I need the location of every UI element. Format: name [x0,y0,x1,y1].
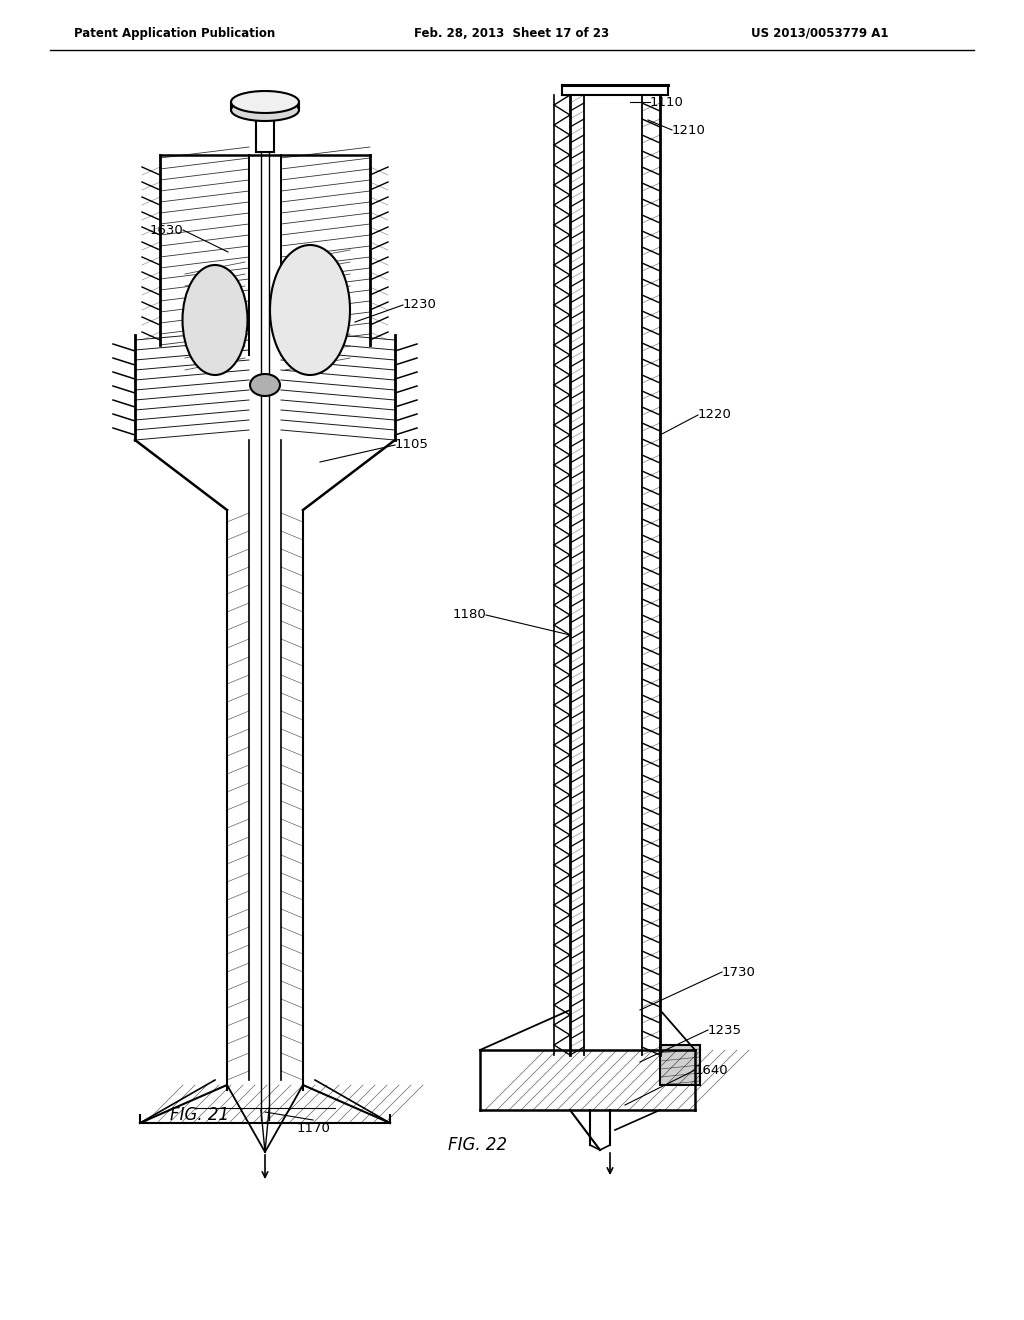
Ellipse shape [231,99,299,121]
Ellipse shape [270,246,350,375]
Text: 1170: 1170 [296,1122,330,1134]
Text: 1630: 1630 [150,223,183,236]
Text: US 2013/0053779 A1: US 2013/0053779 A1 [752,26,889,40]
Text: Feb. 28, 2013  Sheet 17 of 23: Feb. 28, 2013 Sheet 17 of 23 [415,26,609,40]
Ellipse shape [182,265,248,375]
Text: 1180: 1180 [453,609,486,622]
Text: 1235: 1235 [708,1023,742,1036]
Text: FIG. 21: FIG. 21 [170,1106,229,1125]
Text: 1105: 1105 [395,438,429,451]
Text: Patent Application Publication: Patent Application Publication [75,26,275,40]
Text: 1230: 1230 [403,298,437,312]
Ellipse shape [231,91,299,114]
Text: 1640: 1640 [695,1064,729,1077]
Text: 1220: 1220 [698,408,732,421]
Ellipse shape [250,374,280,396]
Bar [660,1045,700,1085]
Text: 1730: 1730 [722,965,756,978]
Text: 1110: 1110 [650,95,684,108]
Text: 1210: 1210 [672,124,706,136]
Text: FIG. 22: FIG. 22 [449,1137,508,1154]
